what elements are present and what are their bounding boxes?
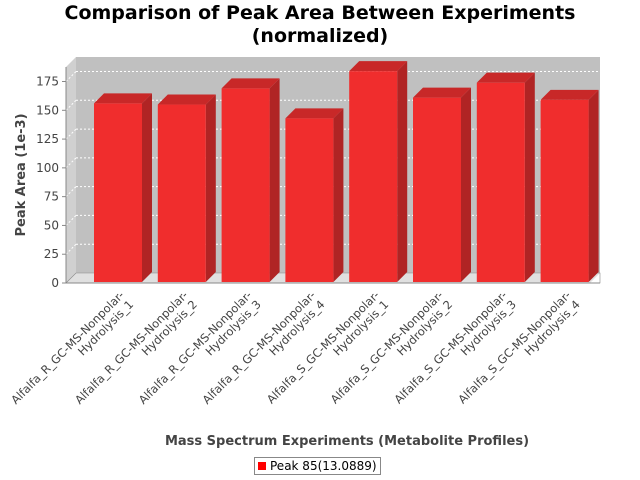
bar-side <box>205 94 216 282</box>
x-tick-label-line: Alfalfa_R_GC-MS-Nonpolar- <box>8 288 127 407</box>
bar <box>94 93 152 282</box>
bar-top <box>540 89 599 100</box>
bar-top <box>157 94 216 105</box>
y-tick-label: 175 <box>36 75 59 89</box>
y-axis-label: Peak Area (1e-3) <box>14 113 29 236</box>
y-tick-label: 150 <box>36 103 59 117</box>
bar-side <box>397 61 408 282</box>
bar-side <box>269 78 280 282</box>
bar <box>157 94 216 282</box>
bar-side <box>588 89 599 282</box>
y-tick-labels: 0 25 50 75 100 125 150 175 <box>36 75 66 290</box>
y-tick-label: 50 <box>44 218 59 232</box>
bar-side <box>142 93 152 282</box>
legend: Peak 85(13.0889) <box>254 457 381 475</box>
bar-front <box>413 97 461 282</box>
legend-swatch <box>258 462 266 470</box>
bar <box>413 87 471 282</box>
bar <box>476 72 535 283</box>
chart-title-line-2: (normalized) <box>251 25 389 47</box>
axes <box>65 67 600 284</box>
y-tick-label: 75 <box>44 190 59 204</box>
bar-front <box>285 118 334 283</box>
y-tick-label: 25 <box>44 247 59 261</box>
chart-title-line-1: Comparison of Peak Area Between Experime… <box>64 2 576 24</box>
chart-title: Comparison of Peak Area Between Experime… <box>0 2 640 48</box>
bar-front <box>221 88 270 282</box>
x-tick-labels: Alfalfa_R_GC-MS-Nonpolar-Hydrolysis_1Alf… <box>8 288 583 407</box>
bar-side <box>524 72 535 283</box>
bar-top <box>476 72 535 83</box>
y-tick-label: 100 <box>36 161 59 175</box>
bar-side <box>461 87 471 282</box>
bar-side <box>333 108 344 283</box>
bars <box>94 61 599 283</box>
y-tick-label: 125 <box>36 132 59 146</box>
bar-top <box>349 61 408 72</box>
bar-top <box>221 78 280 89</box>
bar-top <box>413 87 471 98</box>
bar <box>221 78 280 282</box>
bar-front <box>157 104 206 282</box>
bar-top <box>285 108 344 119</box>
y-tick-label: 0 <box>51 276 59 290</box>
x-axis-label: Mass Spectrum Experiments (Metabolite Pr… <box>165 434 529 449</box>
bar-front <box>349 71 398 282</box>
bar <box>349 61 408 282</box>
bar-front <box>94 103 142 282</box>
x-tick-label: Alfalfa_S_GC-MS-Nonpolar-Hydrolysis_4 <box>455 288 583 406</box>
bar <box>540 89 599 282</box>
bar <box>285 108 344 283</box>
bar-front <box>476 82 525 283</box>
bar-front <box>540 99 589 282</box>
plot-left-wall <box>66 57 76 283</box>
bar-top <box>94 93 152 104</box>
legend-label: Peak 85(13.0889) <box>270 459 377 473</box>
